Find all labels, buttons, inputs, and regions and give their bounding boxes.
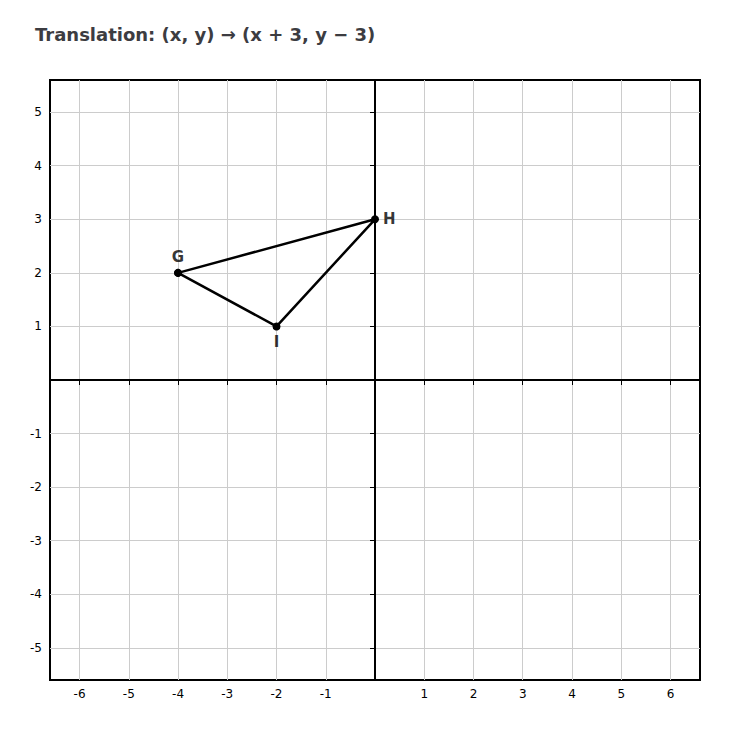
- svg-text:1: 1: [420, 687, 428, 701]
- svg-text:-3: -3: [30, 534, 42, 548]
- svg-text:G: G: [172, 248, 184, 266]
- svg-text:-4: -4: [172, 687, 184, 701]
- svg-text:3: 3: [519, 687, 527, 701]
- svg-text:-2: -2: [30, 480, 42, 494]
- svg-text:2: 2: [34, 266, 42, 280]
- svg-text:-6: -6: [74, 687, 86, 701]
- svg-text:3: 3: [34, 212, 42, 226]
- svg-text:4: 4: [568, 687, 576, 701]
- svg-text:1: 1: [34, 319, 42, 333]
- svg-text:5: 5: [617, 687, 625, 701]
- svg-text:I: I: [274, 333, 280, 351]
- svg-text:2: 2: [470, 687, 478, 701]
- svg-text:-5: -5: [123, 687, 135, 701]
- svg-text:-1: -1: [30, 427, 42, 441]
- svg-text:-3: -3: [221, 687, 233, 701]
- svg-text:-4: -4: [30, 587, 42, 601]
- svg-text:Translation: (x, y) → (x + 3,: Translation: (x, y) → (x + 3, y − 3): [35, 24, 375, 45]
- svg-text:-2: -2: [271, 687, 283, 701]
- svg-text:5: 5: [34, 105, 42, 119]
- svg-text:-1: -1: [320, 687, 332, 701]
- svg-text:4: 4: [34, 159, 42, 173]
- svg-text:H: H: [383, 210, 396, 228]
- svg-text:-5: -5: [30, 641, 42, 655]
- svg-text:6: 6: [667, 687, 675, 701]
